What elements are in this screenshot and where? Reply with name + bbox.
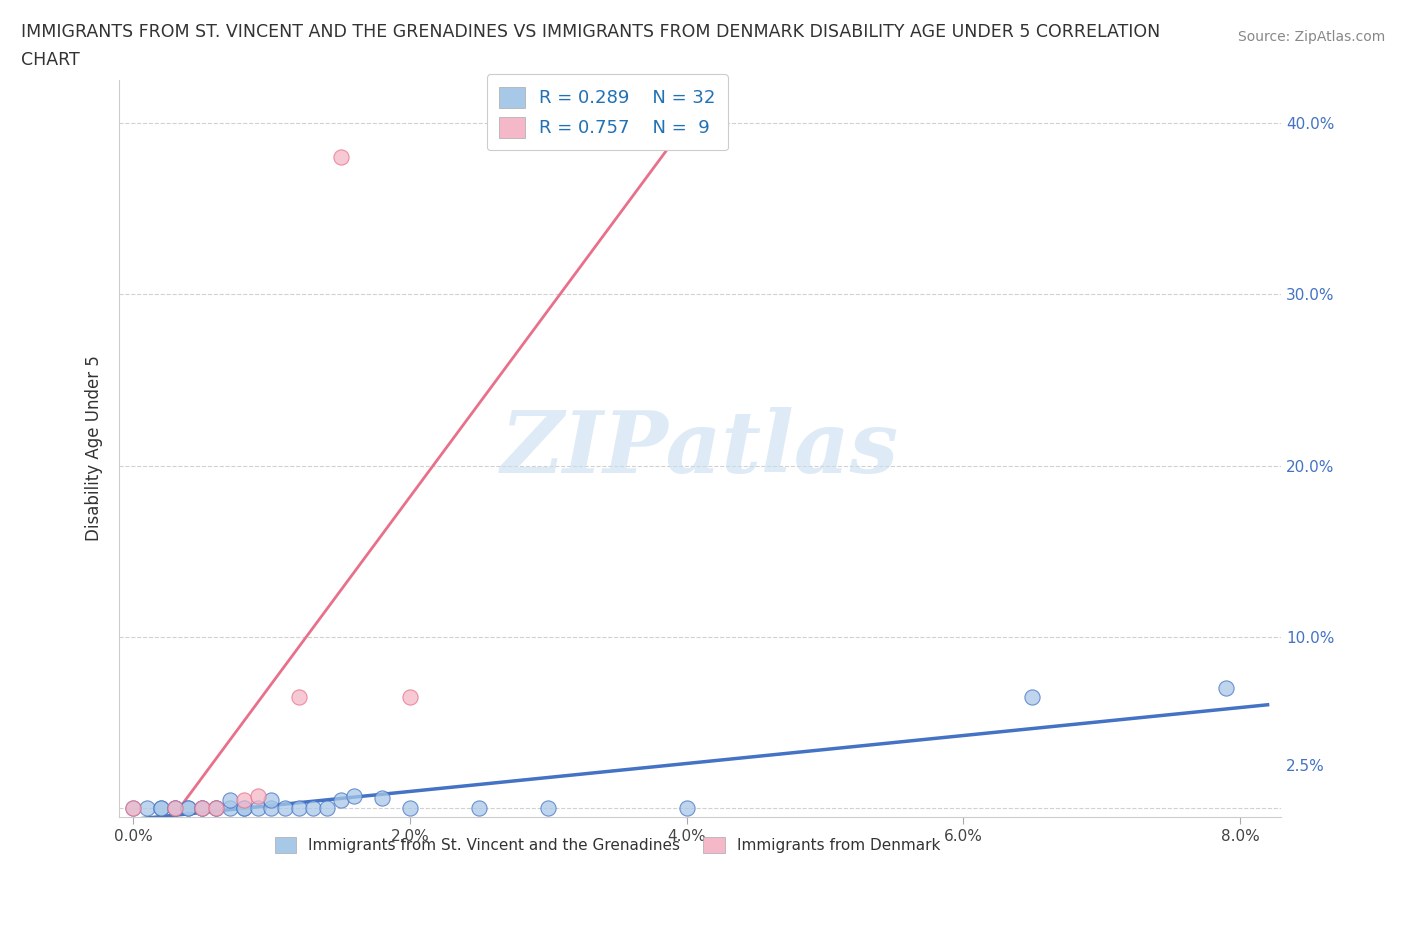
Point xyxy=(163,801,186,816)
Point xyxy=(329,150,352,165)
Text: IMMIGRANTS FROM ST. VINCENT AND THE GRENADINES VS IMMIGRANTS FROM DENMARK DISABI: IMMIGRANTS FROM ST. VINCENT AND THE GREN… xyxy=(21,23,1160,41)
Point xyxy=(219,801,242,816)
Point xyxy=(371,790,394,805)
Point xyxy=(302,801,325,816)
Point xyxy=(1021,689,1043,704)
Point xyxy=(136,801,159,816)
Point xyxy=(191,801,214,816)
Point xyxy=(675,801,697,816)
Point xyxy=(177,801,200,816)
Text: ZIPatlas: ZIPatlas xyxy=(502,406,900,490)
Point xyxy=(246,801,269,816)
Point xyxy=(205,801,228,816)
Point xyxy=(149,801,172,816)
Point xyxy=(191,801,214,816)
Point xyxy=(1215,681,1237,696)
Point xyxy=(343,789,366,804)
Point xyxy=(177,801,200,816)
Point xyxy=(163,801,186,816)
Point xyxy=(398,801,420,816)
Point xyxy=(163,801,186,816)
Point xyxy=(232,792,254,807)
Point xyxy=(191,801,214,816)
Y-axis label: Disability Age Under 5: Disability Age Under 5 xyxy=(86,355,103,541)
Point xyxy=(315,801,337,816)
Point xyxy=(205,801,228,816)
Point xyxy=(246,789,269,804)
Point xyxy=(122,801,145,816)
Point xyxy=(288,801,311,816)
Point xyxy=(398,689,420,704)
Point xyxy=(122,801,145,816)
Point xyxy=(274,801,297,816)
Point xyxy=(149,801,172,816)
Point xyxy=(260,801,283,816)
Point xyxy=(468,801,491,816)
Point xyxy=(232,801,254,816)
Point xyxy=(537,801,560,816)
Point xyxy=(219,792,242,807)
Text: CHART: CHART xyxy=(21,51,80,69)
Point xyxy=(205,801,228,816)
Point xyxy=(260,792,283,807)
Text: Source: ZipAtlas.com: Source: ZipAtlas.com xyxy=(1237,30,1385,44)
Point xyxy=(329,792,352,807)
Legend: Immigrants from St. Vincent and the Grenadines, Immigrants from Denmark: Immigrants from St. Vincent and the Gren… xyxy=(267,830,948,860)
Point xyxy=(288,689,311,704)
Point xyxy=(232,801,254,816)
